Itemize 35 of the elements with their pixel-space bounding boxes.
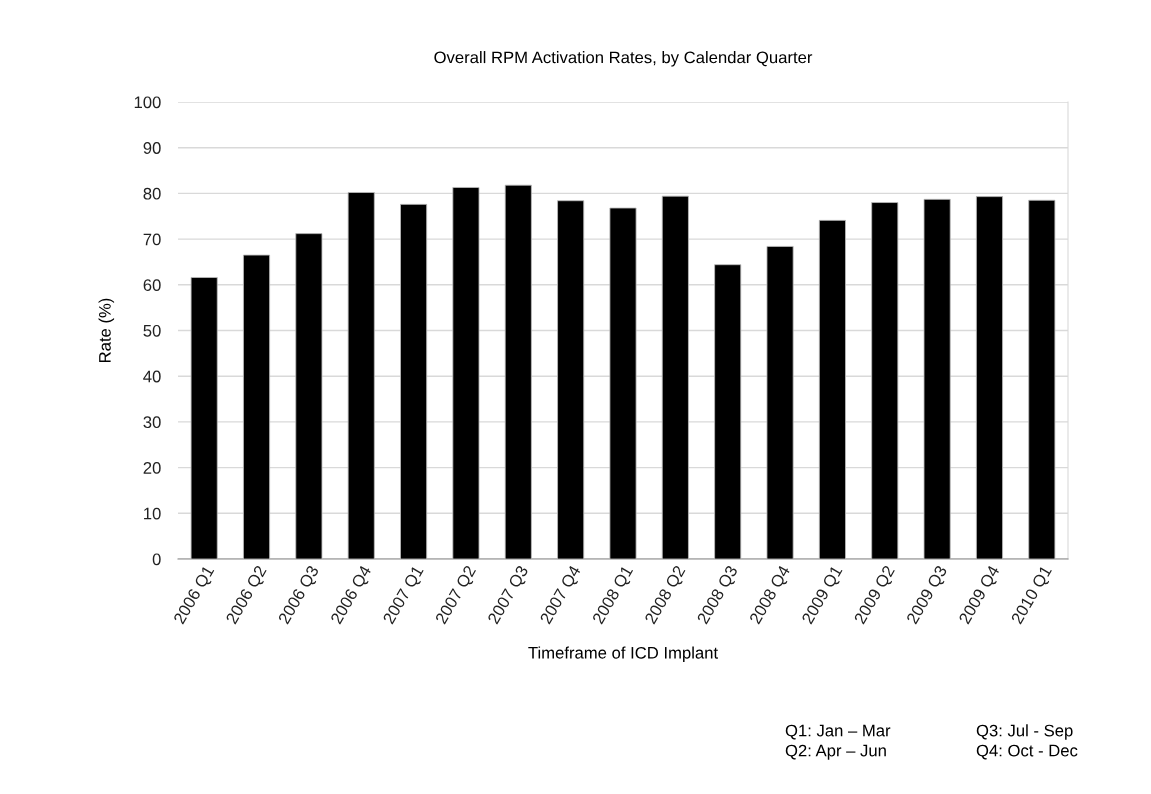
- bar: [452, 187, 480, 559]
- bar: [871, 202, 899, 559]
- bar: [923, 198, 951, 559]
- bar: [661, 195, 689, 559]
- bar: [975, 196, 1003, 559]
- chart-title: Overall RPM Activation Rates, by Calendar Quarter: [434, 51, 813, 67]
- bar: [504, 184, 532, 559]
- y-tick-label: 90: [143, 142, 161, 154]
- bar: [766, 245, 794, 559]
- bar: [714, 264, 742, 559]
- y-tick-label: 20: [143, 462, 161, 474]
- bar: [609, 207, 637, 559]
- bar: [557, 200, 585, 559]
- text: Q3: Jul - Sep: [976, 724, 1073, 740]
- y-tick-label: 40: [143, 370, 161, 383]
- text: Q2: Apr – Jun: [785, 744, 886, 760]
- bar: [347, 192, 375, 559]
- y-tick-label: 60: [143, 279, 161, 291]
- bar: [400, 203, 428, 559]
- bar: [295, 233, 323, 559]
- text: Q4: Oct - Dec: [976, 744, 1078, 760]
- y-tick-label: 30: [143, 416, 161, 429]
- y-axis-title: Rate (%): [98, 298, 115, 363]
- y-tick-label: 10: [144, 507, 161, 520]
- bar: [1028, 199, 1056, 559]
- bar: [243, 254, 271, 559]
- text: Q1: Jan – Mar: [785, 724, 891, 740]
- x-axis-title: Timeframe of ICD Implant: [528, 646, 718, 662]
- bar: [818, 219, 846, 559]
- bar: [190, 277, 218, 559]
- y-tick-label: 80: [143, 187, 161, 200]
- y-tick-label: 50: [143, 324, 161, 337]
- y-tick-label: 100: [134, 96, 161, 109]
- y-tick-label: 70: [143, 233, 161, 246]
- y-tick-label: 0: [152, 553, 161, 566]
